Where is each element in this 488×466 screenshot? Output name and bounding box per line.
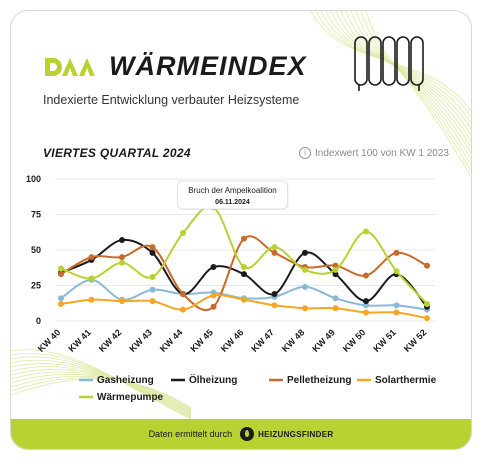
section-title: VIERTES QUARTAL 2024 [43, 146, 191, 160]
data-point-ölheizung [332, 271, 339, 278]
legend: Gasheizung Ölheizung Pelletheizung Solarthe… [79, 373, 437, 403]
data-point-ölheizung [363, 298, 369, 305]
y-tick-label: 50 [31, 245, 41, 255]
data-point-solarthermie [241, 296, 247, 303]
data-point-ölheizung [119, 237, 125, 244]
page-subtitle: Indexierte Entwicklung verbauter Heizsys… [43, 93, 300, 107]
footer-bar: Daten ermittelt durch HEIZUNGSFINDER [11, 419, 471, 449]
data-point-pelletheizung [393, 249, 400, 256]
legend-label-wärmepumpe: Wärmepumpe [97, 392, 164, 403]
x-tick-label: KW 50 [341, 327, 368, 354]
x-tick-label: KW 47 [249, 327, 276, 354]
data-point-ölheizung [241, 271, 247, 278]
data-point-ölheizung [210, 264, 217, 271]
x-tick-label: KW 46 [219, 327, 246, 354]
data-point-ölheizung [302, 249, 308, 256]
data-point-pelletheizung [271, 249, 278, 256]
data-point-solarthermie [119, 298, 125, 305]
legend-label-ölheizung: Ölheizung [189, 373, 237, 386]
data-point-pelletheizung [424, 262, 430, 269]
x-tick-label: KW 51 [371, 327, 398, 354]
data-point-ölheizung [149, 249, 156, 256]
data-point-solarthermie [393, 309, 400, 316]
annotation-date: 06.11.2024 [215, 199, 250, 206]
data-point-wärmepumpe [119, 259, 125, 266]
data-point-pelletheizung [149, 244, 156, 251]
footer-text: Daten ermittelt durch [148, 429, 233, 439]
flame-icon [240, 427, 255, 441]
data-point-solarthermie [58, 300, 64, 307]
annotation-label: Bruch der Ampelkoalition [188, 186, 277, 195]
data-point-wärmepumpe [241, 264, 247, 271]
data-point-wärmepumpe [424, 300, 430, 307]
data-point-pelletheizung [210, 303, 217, 310]
data-point-pelletheizung [58, 271, 64, 278]
data-point-wärmepumpe [149, 273, 156, 280]
data-point-gasheizung [302, 283, 308, 290]
index-note: i Indexwert 100 von KW 1 2023 [299, 147, 449, 159]
data-point-solarthermie [302, 305, 308, 312]
data-point-wärmepumpe [302, 266, 308, 273]
radiator-icon [354, 36, 424, 91]
header: WÄRMEINDEX [43, 51, 307, 82]
series-line-gasheizung [60, 278, 428, 311]
data-point-wärmepumpe [271, 244, 278, 251]
data-point-wärmepumpe [363, 228, 369, 235]
line-chart: 0 25 50 75 100 KW 40 KW 41 KW 42 KW 43 KW 44 KW 45… [26, 174, 437, 403]
x-tick-label: KW 49 [310, 327, 337, 354]
data-point-solarthermie [363, 309, 369, 316]
legend-label-solarthermie: Solarthermie [375, 375, 437, 386]
data-point-solarthermie [180, 306, 186, 313]
x-tick-label: KW 40 [36, 327, 63, 354]
data-point-gasheizung [393, 302, 400, 309]
y-tick-label: 25 [31, 281, 41, 291]
data-point-solarthermie [88, 296, 95, 303]
data-point-solarthermie [332, 305, 339, 312]
infographic-card: WÄRMEINDEX Indexierte Entwicklung verbau… [10, 10, 472, 450]
footer-brand: HEIZUNGSFINDER [258, 429, 334, 439]
x-tick-label: KW 41 [66, 327, 93, 354]
data-point-solarthermie [424, 315, 430, 322]
info-icon: i [299, 147, 312, 159]
annotation-box [177, 180, 288, 210]
data-point-gasheizung [332, 295, 339, 302]
x-tick-label: KW 44 [158, 327, 185, 354]
data-point-solarthermie [210, 292, 217, 299]
data-point-ölheizung [271, 291, 278, 298]
data-point-wärmepumpe [332, 266, 339, 273]
data-point-pelletheizung [241, 235, 247, 242]
data-point-solarthermie [149, 298, 156, 305]
legend-label-pelletheizung: Pelletheizung [287, 375, 351, 386]
data-point-pelletheizung [363, 272, 369, 279]
data-point-gasheizung [149, 286, 156, 293]
x-tick-label: KW 48 [280, 327, 307, 354]
data-point-pelletheizung [88, 254, 95, 261]
data-point-wärmepumpe [393, 268, 400, 275]
y-tick-label: 100 [26, 174, 41, 184]
annotation-callout: Bruch der Ampelkoalition 06.11.2024 [177, 180, 289, 210]
data-point-wärmepumpe [180, 229, 186, 236]
x-tick-label: KW 45 [188, 327, 215, 354]
data-point-wärmepumpe [58, 265, 64, 272]
legend-label-gasheizung: Gasheizung [97, 375, 154, 386]
data-point-gasheizung [58, 295, 64, 302]
data-point-pelletheizung [119, 254, 125, 261]
y-tick-label: 75 [31, 210, 41, 220]
x-tick-label: KW 52 [402, 327, 429, 354]
data-point-pelletheizung [332, 262, 339, 269]
x-tick-label: KW 43 [127, 327, 154, 354]
logo-mark [45, 57, 95, 76]
index-note-text: Indexwert 100 von KW 1 2023 [315, 147, 449, 159]
x-tick-label: KW 42 [97, 327, 124, 354]
data-point-wärmepumpe [88, 275, 95, 282]
y-tick-label: 0 [36, 316, 41, 326]
series-line-wärmepumpe [60, 205, 428, 305]
page-title: WÄRMEINDEX [109, 51, 307, 81]
data-point-gasheizung [363, 302, 369, 309]
data-point-solarthermie [271, 302, 278, 309]
background-wave-decoration [11, 11, 471, 420]
data-point-pelletheizung [180, 291, 186, 298]
